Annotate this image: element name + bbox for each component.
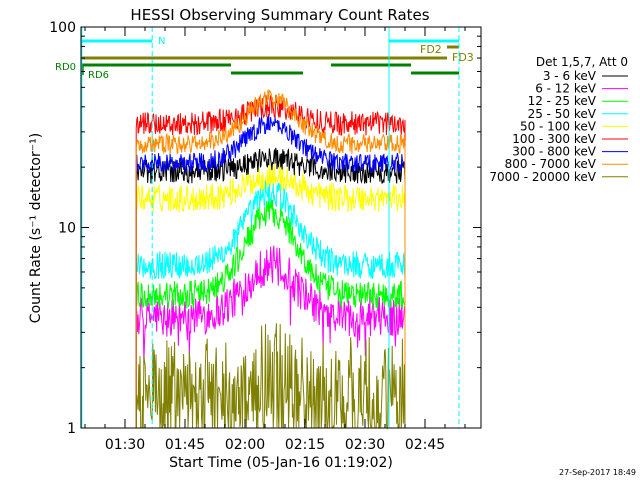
y-tick-label: 100 bbox=[49, 20, 76, 36]
legend-title: Det 1,5,7, Att 0 bbox=[536, 55, 628, 69]
legend-label: 100 - 300 keV bbox=[512, 132, 596, 146]
flag-label-rd0: RD0 bbox=[55, 62, 76, 73]
series-line bbox=[135, 89, 406, 428]
y-axis-label: Count Rate (s⁻¹ detector⁻¹) bbox=[28, 133, 44, 323]
series-line bbox=[135, 94, 406, 428]
series-line bbox=[135, 162, 406, 428]
legend-label: 6 - 12 keV bbox=[535, 82, 597, 96]
series-layer bbox=[135, 89, 406, 430]
x-tick-label: 01:45 bbox=[165, 437, 205, 453]
legend-label: 25 - 50 keV bbox=[528, 107, 597, 121]
legend-label: 50 - 100 keV bbox=[520, 119, 597, 133]
y-tick-label: 1 bbox=[67, 421, 76, 437]
series-line bbox=[135, 323, 406, 430]
series-line bbox=[135, 147, 406, 428]
x-axis-label: Start Time (05-Jan-16 01:19:02) bbox=[169, 455, 393, 471]
series-line bbox=[135, 180, 406, 428]
x-tick-label: 02:00 bbox=[225, 437, 265, 453]
x-tick-label: 02:45 bbox=[405, 437, 445, 453]
y-tick-label: 10 bbox=[58, 221, 76, 237]
legend-label: 300 - 800 keV bbox=[512, 145, 596, 159]
x-tick-label: 02:15 bbox=[285, 437, 325, 453]
series-line bbox=[135, 245, 406, 428]
legend-label: 12 - 25 keV bbox=[528, 94, 597, 108]
flag-label-fd3: FD3 bbox=[452, 51, 474, 64]
x-tick-label: 02:30 bbox=[345, 437, 385, 453]
timestamp-label: 27-Sep-2017 18:49 bbox=[559, 468, 636, 477]
flag-label-fd2: FD2 bbox=[420, 43, 442, 56]
x-tick-label: 01:30 bbox=[105, 437, 145, 453]
chart-title: HESSI Observing Summary Count Rates bbox=[130, 6, 429, 24]
flag-label-rd6: RD6 bbox=[88, 70, 109, 81]
series-line bbox=[135, 113, 406, 428]
series-line bbox=[135, 198, 406, 428]
legend-label: 7000 - 20000 keV bbox=[489, 170, 596, 184]
legend-label: 3 - 6 keV bbox=[543, 69, 597, 83]
flag-label-n: N bbox=[158, 36, 165, 47]
legend-label: 800 - 7000 keV bbox=[505, 157, 597, 171]
axis-layer: 1 10 100 01:30 01:45 02:00 02:15 02:30 02:45 bbox=[49, 20, 481, 453]
